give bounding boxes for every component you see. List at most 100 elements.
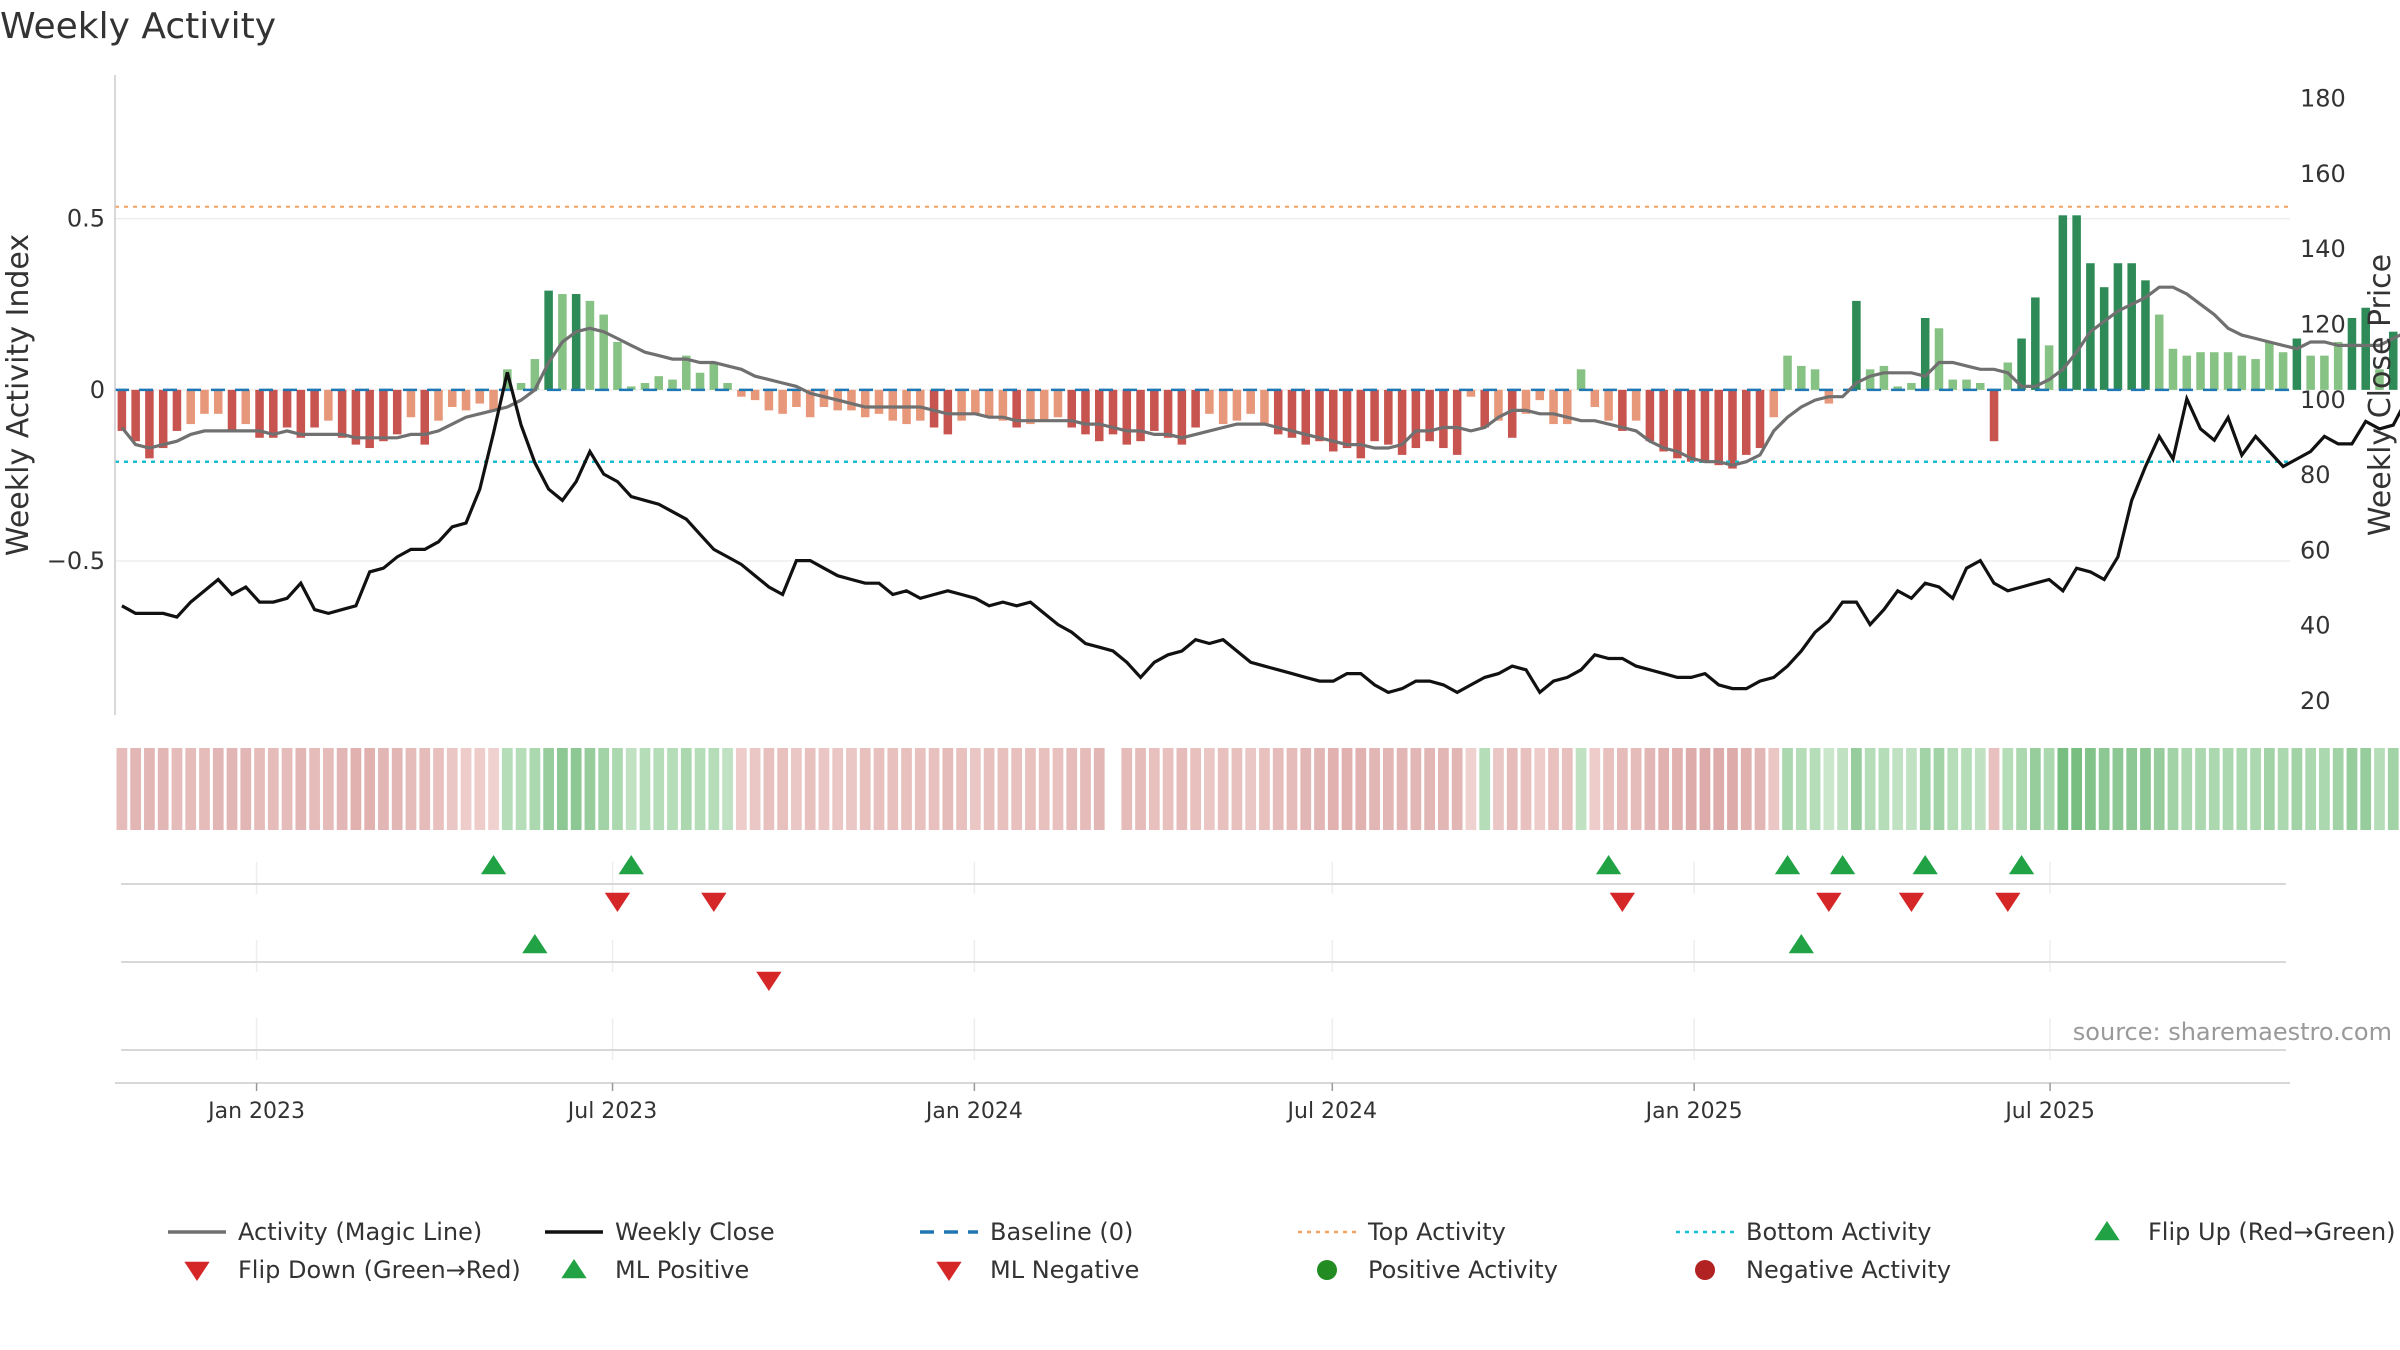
heat-cell: [1892, 748, 1904, 830]
reference-lines: [115, 205, 2290, 463]
heat-cell: [1644, 748, 1656, 830]
legend-label: Baseline (0): [990, 1218, 1133, 1246]
flip-up-marker: [480, 855, 507, 875]
activity-bar: [1439, 389, 1448, 449]
heat-cell: [1974, 748, 1986, 830]
heat-cell: [323, 748, 334, 830]
heat-cell: [419, 748, 431, 830]
activity-bar: [1700, 389, 1710, 462]
activity-bar: [626, 386, 636, 390]
activity-bar: [1122, 389, 1132, 445]
activity-bar: [2265, 341, 2274, 390]
heat-cell: [1616, 748, 1628, 830]
activity-bar: [654, 376, 664, 390]
heat-cell: [460, 748, 472, 830]
activity-bar: [379, 389, 388, 442]
heat-cell: [804, 748, 816, 830]
activity-bar: [2223, 352, 2233, 390]
right-tick-label: 80: [2300, 461, 2331, 489]
activity-bar: [200, 389, 209, 414]
heat-cell: [777, 748, 789, 830]
heat-cell: [956, 748, 967, 830]
activity-bar: [447, 389, 457, 407]
heat-cell: [557, 748, 568, 830]
heat-cell: [185, 748, 197, 830]
heat-cell: [1231, 748, 1243, 830]
heat-cell: [2277, 748, 2289, 830]
activity-bar: [2168, 348, 2178, 390]
activity-bar: [929, 389, 939, 428]
activity-bar: [1549, 389, 1558, 425]
heat-cell: [2057, 748, 2069, 830]
heat-cell: [1355, 748, 1367, 830]
activity-bar: [1026, 389, 1035, 425]
activity-bar: [1191, 389, 1200, 428]
activity-bar: [117, 389, 127, 431]
activity-bar: [1728, 389, 1737, 469]
activity-bar: [1108, 389, 1118, 435]
right-tick-label: 180: [2300, 85, 2346, 113]
heat-cell: [1396, 748, 1408, 830]
heat-cell: [309, 748, 320, 830]
heat-cell: [2002, 748, 2014, 830]
activity-bar: [310, 389, 319, 428]
ml-positive-marker: [1788, 934, 1814, 954]
legend-icon-circle-green: [1317, 1260, 1337, 1280]
heat-cell: [818, 748, 830, 830]
legend-label: Weekly Close: [615, 1218, 775, 1246]
heat-cell: [2098, 748, 2110, 830]
heat-cell: [1369, 748, 1380, 830]
heat-cell: [832, 748, 844, 830]
activity-bar: [2320, 355, 2329, 390]
activity-bar: [475, 389, 485, 404]
activity-bar: [1686, 389, 1696, 462]
heat-cell: [1864, 748, 1876, 830]
heat-cell: [2222, 748, 2234, 830]
heat-cell: [2346, 748, 2358, 830]
activity-bar: [709, 362, 719, 390]
heat-cell: [1080, 748, 1091, 830]
activity-bar: [599, 314, 608, 390]
heat-cell: [1506, 748, 1518, 830]
heat-cell: [2374, 748, 2385, 830]
legend-icon-circle-darkred: [1695, 1260, 1715, 1280]
legend-label: Top Activity: [1367, 1218, 1506, 1246]
activity-bar: [2375, 369, 2384, 390]
activity-bar: [2196, 352, 2205, 390]
activity-bar: [1205, 389, 1214, 414]
activity-bar: [998, 389, 1008, 421]
heat-cell: [846, 748, 857, 830]
heat-cell: [2140, 748, 2151, 830]
heat-cell: [350, 748, 362, 830]
activity-bar: [420, 389, 429, 445]
heat-cell: [1424, 748, 1436, 830]
heat-cell: [212, 748, 224, 830]
right-tick-label: 140: [2300, 235, 2346, 263]
activity-bar: [1163, 389, 1173, 438]
heat-cell: [1286, 748, 1298, 830]
activity-bar: [668, 379, 677, 390]
activity-bar: [1673, 389, 1682, 459]
series-lines: [120, 285, 2400, 695]
activity-bar: [365, 389, 374, 449]
activity-bar: [131, 389, 140, 442]
activity-bar: [2086, 263, 2095, 390]
legend-icon-triangle-down-red: [936, 1261, 962, 1281]
activity-bar: [1136, 389, 1145, 442]
heat-cell: [529, 748, 541, 830]
heat-cell: [1011, 748, 1023, 830]
right-tick-label: 60: [2300, 536, 2331, 564]
activity-bar: [1576, 369, 1586, 390]
legend-icon-triangle-down-red: [184, 1261, 210, 1281]
heat-cell: [1093, 748, 1105, 830]
activity-bar: [585, 300, 595, 390]
activity-bar: [1012, 389, 1021, 428]
heat-cell: [1727, 748, 1738, 830]
activity-bar: [1232, 389, 1242, 421]
heat-cell: [1382, 748, 1394, 830]
activity-bar: [1563, 389, 1572, 425]
heat-cell: [144, 748, 155, 830]
heat-cell: [1066, 748, 1078, 830]
activity-bar: [778, 389, 787, 414]
heat-cell: [694, 748, 706, 830]
